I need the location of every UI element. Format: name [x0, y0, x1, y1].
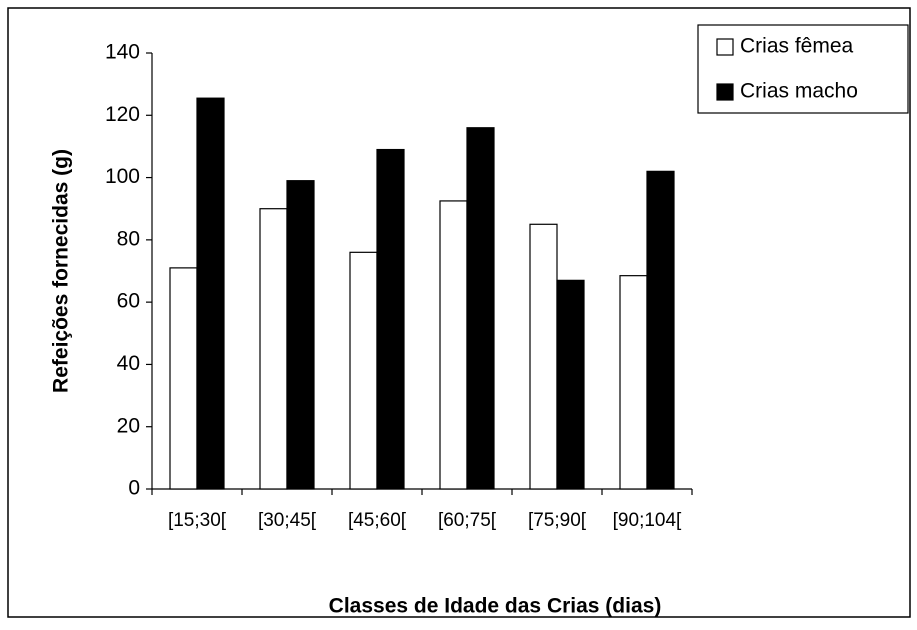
bar [529, 223, 558, 490]
bar [259, 208, 288, 490]
bar [556, 279, 585, 490]
bar [646, 170, 675, 490]
bar [376, 148, 405, 490]
legend-label: Crias macho [740, 80, 858, 103]
y-tick-label: 120 [105, 103, 140, 126]
legend-label: Crias fêmea [740, 35, 854, 58]
y-tick-label: 20 [117, 414, 140, 437]
y-tick-label: 100 [105, 165, 140, 188]
x-axis-title: Classes de Idade das Crias (dias) [329, 595, 662, 618]
y-tick-label: 0 [128, 477, 140, 500]
x-tick-label: [15;30[ [168, 510, 227, 531]
x-tick-label: [30;45[ [258, 510, 317, 531]
legend-swatch [716, 38, 734, 56]
bar [439, 200, 468, 490]
bar [286, 180, 315, 490]
y-tick-label: 140 [105, 41, 140, 64]
bar [619, 275, 648, 490]
x-tick-label: [75;90[ [528, 510, 587, 531]
y-tick-label: 40 [117, 352, 140, 375]
y-axis-title: Refeições fornecidas (g) [50, 149, 73, 393]
y-tick-label: 60 [117, 290, 140, 313]
legend-swatch [716, 83, 734, 101]
bar [349, 251, 378, 490]
x-tick-label: [45;60[ [348, 510, 407, 531]
y-tick-label: 80 [117, 227, 140, 250]
x-tick-label: [60;75[ [438, 510, 497, 531]
bar [196, 97, 225, 490]
bar [169, 267, 198, 490]
x-tick-label: [90;104[ [613, 510, 682, 531]
bar [466, 127, 495, 490]
